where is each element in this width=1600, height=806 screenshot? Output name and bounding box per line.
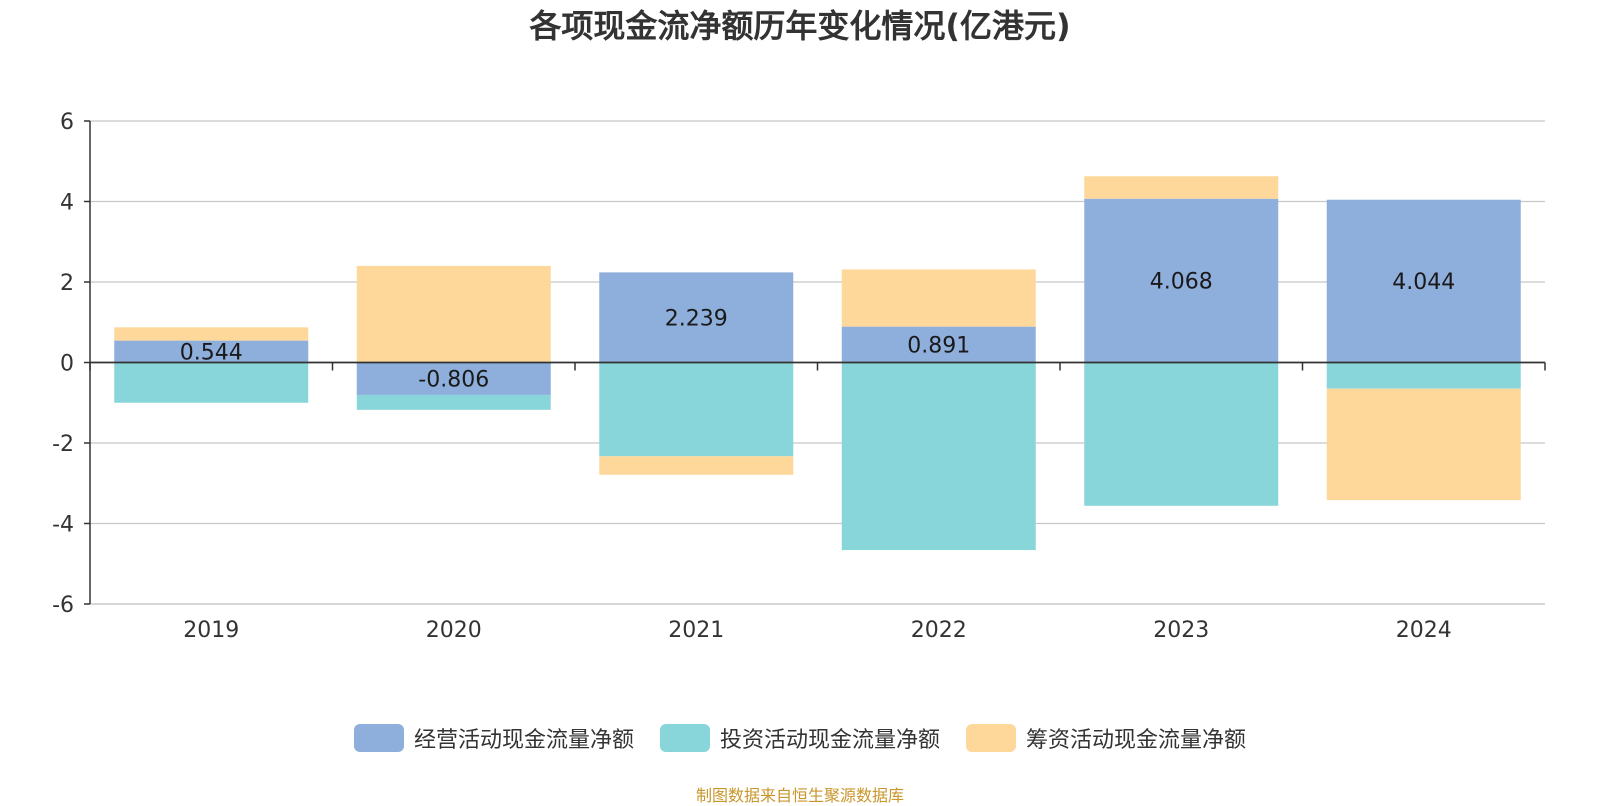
y-tick-label: 0 bbox=[60, 352, 74, 377]
y-tick-label: 2 bbox=[60, 271, 74, 296]
bar-financing-2019[interactable] bbox=[114, 327, 309, 341]
chart-title: 各项现金流净额历年变化情况(亿港元) bbox=[529, 7, 1071, 45]
y-tick-label: -6 bbox=[52, 593, 74, 618]
bar-investing-2022[interactable] bbox=[841, 362, 1036, 551]
data-label-2022: 0.891 bbox=[907, 334, 970, 359]
bar-financing-2022[interactable] bbox=[841, 269, 1036, 327]
legend-swatch bbox=[353, 724, 404, 752]
data-label-2021: 2.239 bbox=[665, 306, 728, 331]
x-tick-label: 2019 bbox=[183, 618, 239, 643]
source-note: 制图数据来自恒生聚源数据库 bbox=[695, 786, 904, 805]
data-label-2020: -0.806 bbox=[418, 368, 489, 393]
bar-financing-2021[interactable] bbox=[599, 456, 794, 475]
bar-operating-2024[interactable] bbox=[1326, 199, 1521, 363]
stacked-bar-chart: 6 4 2 0 -2 -4 -6 2019 2020 2021 2022 2023 2024 0.544… bbox=[52, 110, 1546, 643]
legend-swatch bbox=[966, 724, 1016, 752]
grid-layer bbox=[90, 120, 1545, 605]
x-tick-label: 2023 bbox=[1153, 618, 1209, 643]
bar-operating-2020[interactable] bbox=[356, 362, 551, 395]
bar-financing-2024[interactable] bbox=[1326, 388, 1521, 501]
bar-investing-2020[interactable] bbox=[356, 394, 551, 410]
bar-layer bbox=[114, 176, 1521, 551]
bar-operating-2019[interactable] bbox=[114, 340, 309, 363]
legend-label: 投资活动现金流量净额 bbox=[719, 728, 940, 753]
bar-operating-2021[interactable] bbox=[599, 272, 794, 363]
x-tick-label: 2022 bbox=[911, 618, 967, 643]
legend-item-investing[interactable]: 投资活动现金流量净额 bbox=[659, 722, 940, 754]
axis-layer: 6 4 2 0 -2 -4 -6 2019 2020 2021 2022 2023 2024 bbox=[52, 110, 1546, 643]
data-label-2024: 4.044 bbox=[1392, 270, 1455, 295]
legend-item-operating[interactable]: 经营活动现金流量净额 bbox=[353, 722, 634, 754]
y-tick-label: 6 bbox=[60, 110, 74, 135]
legend-item-financing[interactable]: 筹资活动现金流量净额 bbox=[966, 722, 1246, 754]
bar-financing-2020[interactable] bbox=[356, 265, 551, 363]
label-layer: 0.544 -0.806 2.239 0.891 4.068 4.044 bbox=[180, 270, 1455, 393]
y-tick-label: -2 bbox=[52, 432, 74, 457]
bar-investing-2024[interactable] bbox=[1326, 362, 1521, 389]
y-tick-label: 4 bbox=[60, 191, 74, 216]
bar-investing-2023[interactable] bbox=[1084, 362, 1279, 506]
y-tick-label: -4 bbox=[52, 513, 74, 538]
bar-operating-2022[interactable] bbox=[841, 326, 1036, 363]
legend-swatch bbox=[659, 724, 710, 752]
data-label-2023: 4.068 bbox=[1150, 270, 1213, 295]
legend-label: 经营活动现金流量净额 bbox=[413, 728, 634, 753]
x-tick-label: 2020 bbox=[426, 618, 482, 643]
x-tick-label: 2024 bbox=[1396, 618, 1452, 643]
bar-investing-2019[interactable] bbox=[114, 362, 309, 403]
x-tick-label: 2021 bbox=[668, 618, 724, 643]
bar-investing-2021[interactable] bbox=[599, 362, 794, 457]
legend-label: 筹资活动现金流量净额 bbox=[1026, 728, 1247, 753]
bar-financing-2023[interactable] bbox=[1084, 176, 1279, 199]
bar-operating-2023[interactable] bbox=[1084, 198, 1279, 363]
legend: 经营活动现金流量净额 投资活动现金流量净额 筹资活动现金流量净额 bbox=[0, 722, 1600, 754]
data-label-2019: 0.544 bbox=[180, 341, 243, 366]
